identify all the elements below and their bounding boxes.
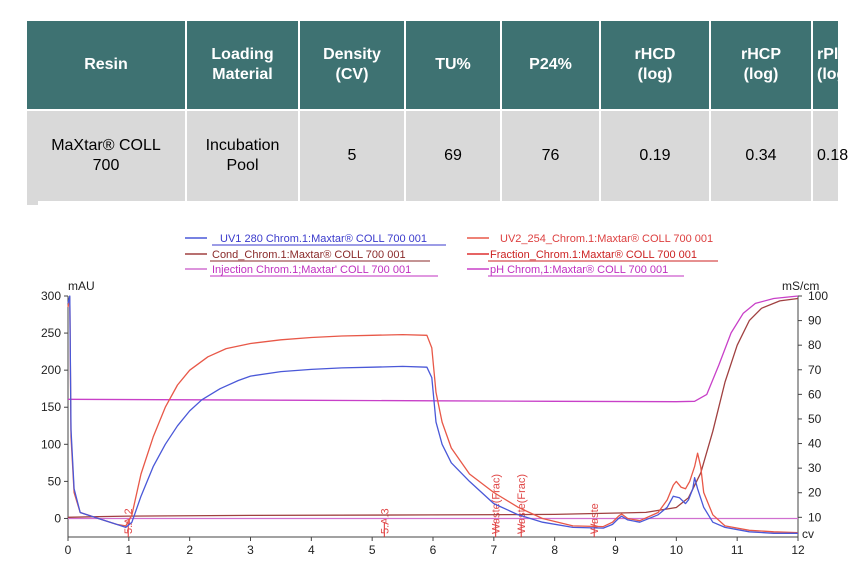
y-right-tick-label: 20	[808, 486, 822, 500]
cell-resin: MaXtar® COLL 700	[27, 110, 187, 201]
header-p24: P24%	[501, 21, 601, 111]
legend-label: Cond_Chrom.1:Maxtar® COLL 700 001	[212, 249, 406, 261]
header-tu: TU%	[405, 21, 502, 111]
header-text: TU%	[435, 56, 471, 73]
cell-rhcd: 0.19	[600, 110, 711, 201]
y-right-tick-label: 60	[808, 387, 822, 401]
cell-rplasmid: 0.18	[812, 110, 848, 201]
fraction-marker-label: Waste(Frac)	[491, 474, 503, 534]
y-left-tick-label: 0	[54, 511, 61, 525]
x-tick-label: 12	[791, 543, 805, 557]
header-text: (CV)	[335, 66, 369, 83]
header-text: Loading	[211, 46, 274, 63]
cell-p24: 76	[501, 110, 601, 201]
header-text: P24%	[529, 56, 572, 73]
header-density: Density (CV)	[299, 21, 406, 111]
header-text: rHCD	[634, 46, 676, 63]
table-corner-mark	[27, 201, 38, 205]
header-resin: Resin	[27, 21, 187, 111]
x-tick-label: 2	[186, 543, 193, 557]
y-left-tick-label: 300	[41, 289, 61, 303]
y-axis-right-label: mS/cm	[782, 279, 819, 293]
legend-label: UV1 280 Chrom.1:Maxtar® COLL 700 001	[220, 233, 427, 245]
header-rhcp: rHCP (log)	[710, 21, 813, 111]
series-line	[67, 295, 799, 403]
chart-series	[67, 295, 799, 534]
cell-text: MaXtar® COLL	[51, 137, 161, 154]
cell-tu: 69	[405, 110, 502, 201]
y-left-tick-label: 200	[41, 363, 61, 377]
x-axis-label: cv	[802, 527, 814, 541]
header-rhcd: rHCD (log)	[600, 21, 711, 111]
header-text: rHCP	[740, 46, 781, 63]
fraction-marker-label: Waste(Frac)	[516, 474, 528, 534]
header-text: (log)	[743, 66, 779, 83]
legend-label: Injection Chrom.1;Maxtar' COLL 700 001	[212, 264, 411, 276]
chart-axes: 0 1 2 3 4 5 6 7 8 9 10 11 12050100150200250300102030…	[41, 289, 828, 557]
legend-label: UV2_254_Chrom.1:Maxtar® COLL 700 001	[500, 233, 713, 245]
y-right-tick-label: 70	[808, 363, 822, 377]
header-loading-material: Loading Material	[186, 21, 300, 111]
header-rplasmid: rPlasmid (log)	[812, 21, 868, 111]
y-right-tick-label: 100	[808, 289, 828, 303]
x-tick-label: 9	[612, 543, 619, 557]
series-line	[67, 297, 799, 518]
header-text: rPlasmid	[817, 46, 868, 63]
y-left-tick-label: 150	[41, 400, 61, 414]
fraction-marker-label: 5.A.2	[123, 508, 135, 534]
table-header-row: Resin Loading Material Density (CV) TU% P2…	[27, 21, 868, 111]
y-right-tick-label: 80	[808, 338, 822, 352]
x-tick-label: 1	[125, 543, 132, 557]
x-tick-label: 4	[308, 543, 315, 557]
header-text: Resin	[84, 56, 128, 73]
y-right-tick-label: 90	[808, 314, 822, 328]
y-right-tick-label: 30	[808, 461, 822, 475]
x-tick-label: 0	[65, 543, 72, 557]
series-line	[67, 296, 799, 534]
y-right-tick-label: 50	[808, 412, 822, 426]
fraction-markers: 5.A.2 5.A.3 Waste(Frac) Waste(Frac) Waste	[123, 474, 601, 537]
table-row: MaXtar® COLL 700 Incubation Pool 5 69 76 0…	[27, 110, 848, 201]
cell-loading-material: Incubation Pool	[186, 110, 300, 201]
y-right-tick-label: 10	[808, 510, 822, 524]
header-text: Material	[212, 66, 273, 83]
legend-label: Fraction_Chrom.1:Maxtar® COLL 700 001	[490, 249, 697, 261]
y-left-tick-label: 250	[41, 326, 61, 340]
x-tick-label: 8	[551, 543, 558, 557]
y-right-tick-label: 40	[808, 437, 822, 451]
y-left-tick-label: 50	[48, 474, 62, 488]
y-left-tick-label: 100	[41, 437, 61, 451]
cell-text: Pool	[226, 157, 259, 174]
x-tick-label: 5	[369, 543, 376, 557]
fraction-marker-label: 5.A.3	[379, 508, 391, 534]
header-text: (log)	[637, 66, 673, 83]
header-text: (log)	[817, 66, 852, 83]
cell-text: 700	[92, 157, 120, 174]
chart-legend: UV1 280 Chrom.1:Maxtar® COLL 700 001 UV2_…	[185, 233, 718, 277]
series-line	[67, 295, 798, 534]
x-tick-label: 6	[430, 543, 437, 557]
x-tick-label: 7	[490, 543, 497, 557]
cell-density: 5	[299, 110, 406, 201]
results-table: Resin Loading Material Density (CV) TU% P2…	[27, 21, 868, 201]
chromatogram-chart: UV1 280 Chrom.1:Maxtar® COLL 700 001 UV2_…	[41, 233, 828, 557]
x-tick-label: 3	[247, 543, 254, 557]
header-text: Density	[323, 46, 381, 63]
legend-label: pH Chrom,1:Maxtar® COLL 700 001	[490, 264, 668, 276]
cell-rhcp: 0.34	[710, 110, 813, 201]
x-tick-label: 10	[670, 543, 684, 557]
y-axis-left-label: mAU	[68, 279, 95, 293]
cell-text: Incubation	[205, 137, 280, 154]
x-tick-label: 11	[731, 543, 744, 557]
